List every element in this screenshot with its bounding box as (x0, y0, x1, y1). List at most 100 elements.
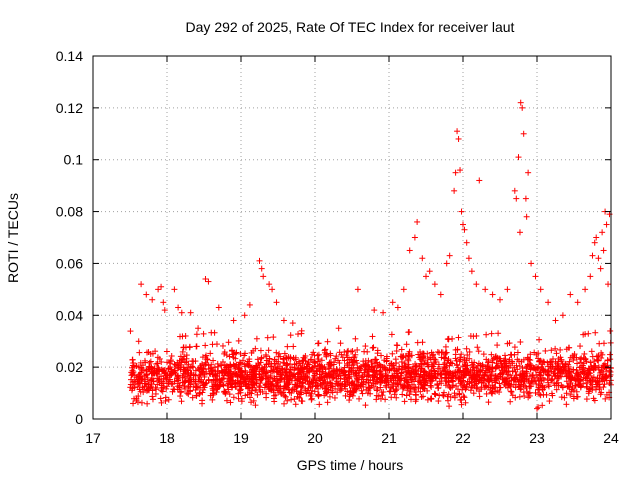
data-point-band (208, 379, 215, 386)
data-point-band (587, 385, 594, 392)
data-point-band (318, 357, 325, 364)
data-point-band (135, 380, 142, 387)
data-point-band (391, 388, 398, 395)
data-point-band (358, 387, 365, 394)
data-point-band (352, 370, 359, 377)
data-point-band (146, 363, 153, 370)
data-point-band (154, 360, 161, 367)
data-point-band (540, 367, 547, 374)
y-tick-label: 0 (75, 411, 83, 427)
data-point-band (431, 367, 438, 374)
data-point (431, 281, 438, 288)
data-point (516, 229, 523, 236)
data-point-band (223, 397, 230, 404)
data-point-band (273, 365, 280, 372)
data-point-band (588, 381, 595, 388)
data-point-band (348, 362, 355, 369)
y-tick-label: 0.12 (56, 100, 83, 116)
data-point-band (521, 378, 528, 385)
data-point-band (180, 356, 187, 363)
data-point-band (443, 378, 450, 385)
data-point-band (452, 355, 459, 362)
data-point-band (428, 372, 435, 379)
data-point-band (431, 390, 438, 397)
data-point-band (567, 391, 574, 398)
data-point-band (244, 391, 251, 398)
data-point-band (561, 363, 568, 370)
data-point-band (388, 331, 395, 338)
data-point-band (337, 340, 344, 347)
data-point-band (496, 371, 503, 378)
data-point-band (420, 360, 427, 367)
data-point-band (171, 386, 178, 393)
data-point-band (470, 363, 477, 370)
data-point-band (354, 360, 361, 367)
grid-layer (93, 56, 611, 419)
data-point-band (319, 377, 326, 384)
data-point-band (171, 361, 178, 368)
data-point-band (393, 348, 400, 355)
data-point-band (377, 395, 384, 402)
data-point-band (357, 365, 364, 372)
data-point-band (220, 382, 227, 389)
data-point-band (486, 366, 493, 373)
data-point-band (324, 399, 331, 406)
data-point-band (432, 374, 439, 381)
data-point-band (155, 377, 162, 384)
data-point-band (606, 373, 613, 380)
data-point-band (508, 388, 515, 395)
data-point-band (488, 330, 495, 337)
data-point-band (263, 353, 270, 360)
data-point-band (518, 378, 525, 385)
data-point-band (254, 356, 261, 363)
data-point-band (435, 384, 442, 391)
data-point-band (505, 358, 512, 365)
data-point-band (289, 373, 296, 380)
data-point (603, 221, 610, 228)
data-point-band (158, 358, 165, 365)
data-point-band (297, 383, 304, 390)
data-point (205, 278, 212, 285)
data-point-band (277, 383, 284, 390)
data-point-band (337, 387, 344, 394)
data-point-band (534, 365, 541, 372)
data-point-band (421, 385, 428, 392)
data-point-band (432, 356, 439, 363)
data-point-band (391, 365, 398, 372)
data-point-band (519, 370, 526, 377)
data-point-band (572, 377, 579, 384)
data-point (457, 167, 464, 174)
data-point (419, 255, 426, 262)
data-point-band (200, 330, 207, 337)
data-point-band (218, 362, 225, 369)
data-point-band (496, 355, 503, 362)
data-point-band (316, 366, 323, 373)
data-point-band (199, 354, 206, 361)
data-point-band (499, 376, 506, 383)
data-point-band (501, 367, 508, 374)
data-point-band (141, 357, 148, 364)
data-point (520, 130, 527, 137)
data-point-band (154, 366, 161, 373)
data-point-band (512, 384, 519, 391)
data-point-band (281, 350, 288, 357)
data-point (532, 273, 539, 280)
data-point-band (535, 355, 542, 362)
data-point-band (441, 367, 448, 374)
data-point-band (183, 389, 190, 396)
data-point-band (233, 383, 240, 390)
data-point-band (480, 377, 487, 384)
data-point (552, 317, 559, 324)
x-axis-label: GPS time / hours (297, 457, 404, 473)
data-point-band (379, 392, 386, 399)
data-point-band (284, 397, 291, 404)
data-point-band (270, 366, 277, 373)
data-point-band (235, 373, 242, 380)
data-point (195, 325, 202, 332)
data-point-band (273, 349, 280, 356)
data-point-band (442, 382, 449, 389)
data-point-band (157, 395, 164, 402)
data-point-band (321, 392, 328, 399)
data-point-band (159, 367, 166, 374)
data-point-band (219, 369, 226, 376)
